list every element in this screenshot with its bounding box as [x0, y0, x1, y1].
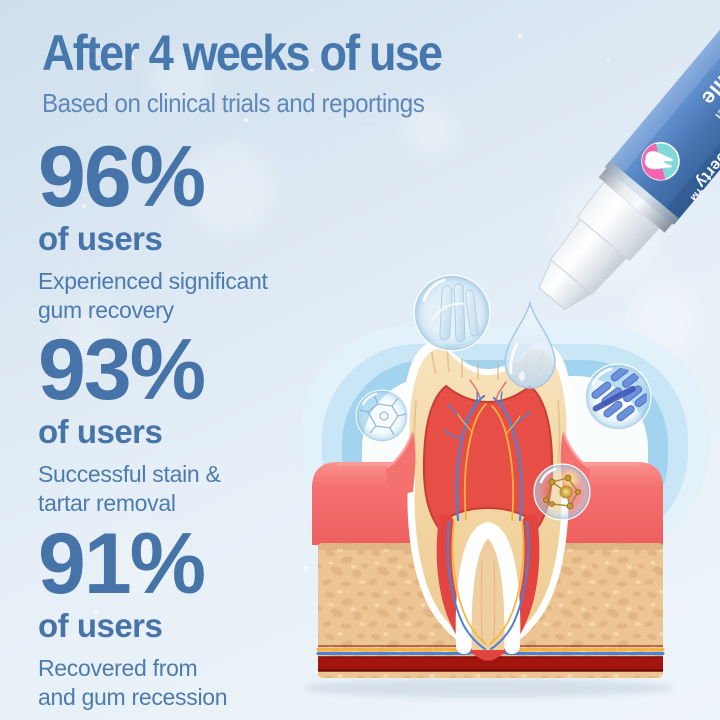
tube-silver-ring: [598, 168, 673, 233]
bacteria-bubble: [584, 363, 652, 431]
tooth-cross-section: [401, 341, 575, 661]
tooth-logo: [641, 142, 680, 181]
tooth-pulp: [422, 384, 554, 529]
ice-crystal-bubble: [413, 274, 491, 352]
gel-droplet: [504, 300, 556, 389]
bacteria-rods: [591, 368, 647, 422]
illustration-shadow: [303, 679, 673, 697]
pulp-vessels: [443, 379, 531, 522]
molecule-bubble: [533, 463, 591, 521]
root-trunk: [471, 541, 505, 650]
root-arch: [455, 521, 521, 654]
crystal-web-bubble: [355, 389, 409, 443]
canal-vessels: [446, 519, 530, 650]
